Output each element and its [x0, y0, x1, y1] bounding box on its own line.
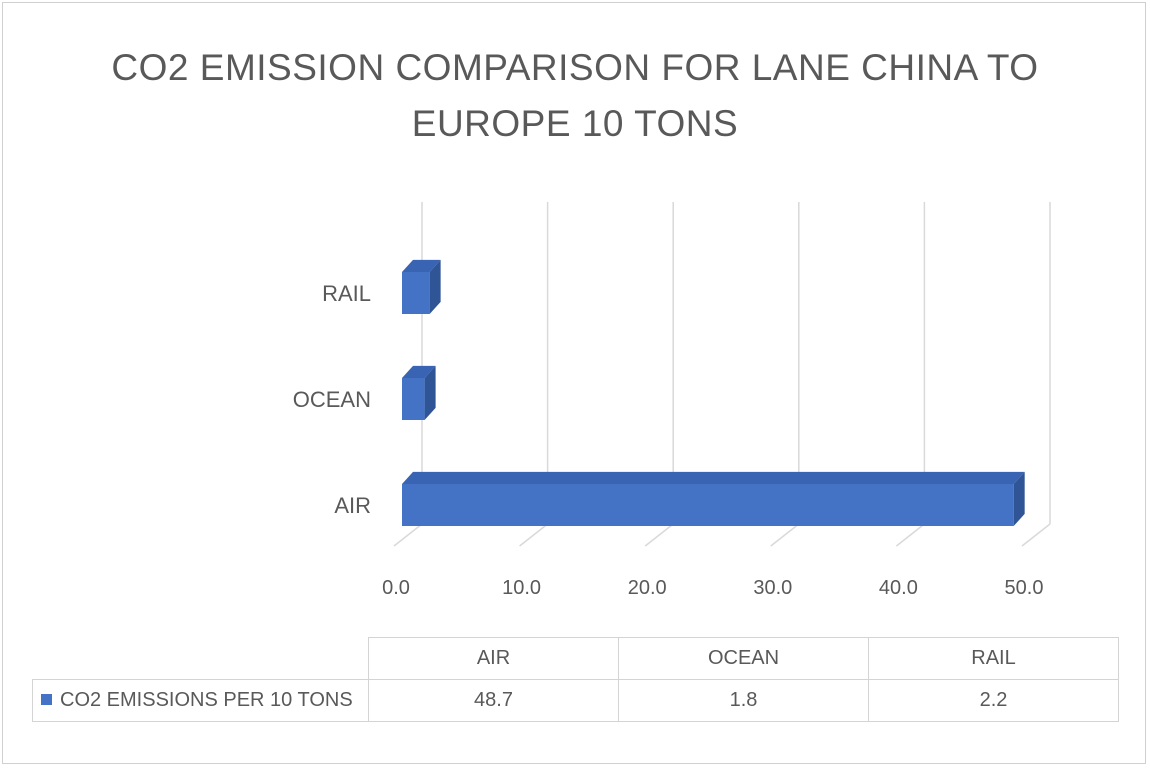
bar-top-face	[402, 365, 436, 378]
bar-side-face	[424, 365, 436, 420]
data-table: AIR OCEAN RAIL CO2 EMISSIONS PER 10 TONS…	[32, 637, 1119, 722]
bar-front-face	[402, 272, 430, 314]
bar-ocean	[402, 365, 436, 420]
x-tick-label: 10.0	[502, 577, 541, 599]
data-table-value-air: 48.7	[368, 679, 619, 722]
bar-side-face	[429, 259, 441, 314]
data-table-header-rail: RAIL	[868, 637, 1119, 680]
series-name: CO2 EMISSIONS PER 10 TONS	[60, 689, 353, 711]
chart-title-line-2: EUROPE 10 TONS	[411, 103, 739, 144]
gridline-floor-4	[895, 523, 925, 547]
bar-front-face	[402, 378, 425, 420]
data-table-series-row: CO2 EMISSIONS PER 10 TONS 48.7 1.8 2.2	[32, 679, 1119, 722]
gridline-floor-0	[393, 523, 423, 547]
x-tick-label: 0.0	[382, 577, 410, 599]
data-table-corner	[32, 637, 369, 680]
data-table-header-air: AIR	[368, 637, 619, 680]
bar-top-face	[402, 471, 1025, 484]
x-tick-label: 20.0	[628, 577, 667, 599]
bar-front-face	[402, 484, 1014, 526]
gridlines	[393, 202, 1051, 547]
chart-title-line-1: CO2 EMISSION COMPARISON FOR LANE CHINA T…	[111, 47, 1039, 88]
bar-side-face	[1013, 471, 1025, 526]
data-table-value-ocean: 1.8	[618, 679, 869, 722]
data-table-value-rail: 2.2	[868, 679, 1119, 722]
legend-key-icon	[41, 694, 52, 705]
x-axis-tick-labels: 0.0 10.0 20.0 30.0 40.0 50.0	[382, 577, 1043, 599]
gridline-floor-3	[770, 523, 800, 547]
gridline-floor-2	[644, 523, 674, 547]
gridline-floor-5	[1021, 523, 1051, 547]
bars	[402, 259, 1025, 526]
data-table-header-ocean: OCEAN	[618, 637, 869, 680]
x-tick-label: 40.0	[879, 577, 918, 599]
category-label-ocean: OCEAN	[293, 387, 371, 412]
category-label-air: AIR	[334, 493, 371, 518]
chart-title: CO2 EMISSION COMPARISON FOR LANE CHINA T…	[0, 40, 1150, 152]
bar-air	[402, 471, 1025, 526]
x-tick-label: 30.0	[753, 577, 792, 599]
data-table-series-label: CO2 EMISSIONS PER 10 TONS	[32, 679, 369, 722]
category-label-rail: RAIL	[322, 281, 371, 306]
data-table-header-row: AIR OCEAN RAIL	[32, 637, 1119, 680]
bar-top-face	[402, 259, 441, 272]
bar-rail	[402, 259, 441, 314]
gridline-floor-1	[519, 523, 549, 547]
category-labels: AIR OCEAN RAIL	[293, 281, 371, 518]
x-tick-label: 50.0	[1005, 577, 1044, 599]
